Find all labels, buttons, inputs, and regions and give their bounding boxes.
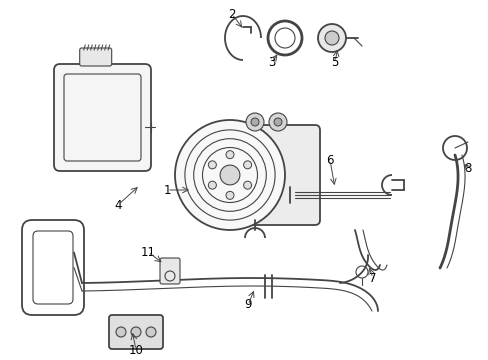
Circle shape [317, 24, 346, 52]
Circle shape [250, 118, 259, 126]
Circle shape [116, 327, 126, 337]
FancyBboxPatch shape [80, 48, 111, 66]
Circle shape [208, 181, 216, 189]
Text: 2: 2 [228, 8, 235, 21]
Text: 6: 6 [325, 153, 333, 166]
Circle shape [243, 161, 251, 169]
Circle shape [245, 113, 264, 131]
Text: 8: 8 [464, 162, 471, 175]
FancyBboxPatch shape [160, 258, 180, 284]
Circle shape [225, 150, 234, 159]
Text: 3: 3 [268, 55, 275, 68]
Circle shape [268, 113, 286, 131]
Text: 9: 9 [244, 298, 251, 311]
FancyBboxPatch shape [54, 64, 151, 171]
Text: 11: 11 [140, 246, 155, 258]
Circle shape [273, 118, 282, 126]
Text: 1: 1 [163, 184, 170, 197]
Text: 7: 7 [368, 271, 376, 284]
Circle shape [208, 161, 216, 169]
Text: 5: 5 [331, 55, 338, 68]
Circle shape [325, 31, 338, 45]
FancyBboxPatch shape [109, 315, 163, 349]
Circle shape [225, 192, 234, 199]
Circle shape [146, 327, 156, 337]
Circle shape [220, 165, 240, 185]
Text: 4: 4 [114, 198, 122, 212]
Text: 10: 10 [128, 343, 143, 356]
Circle shape [243, 181, 251, 189]
Circle shape [175, 120, 285, 230]
Circle shape [131, 327, 141, 337]
FancyBboxPatch shape [235, 125, 319, 225]
